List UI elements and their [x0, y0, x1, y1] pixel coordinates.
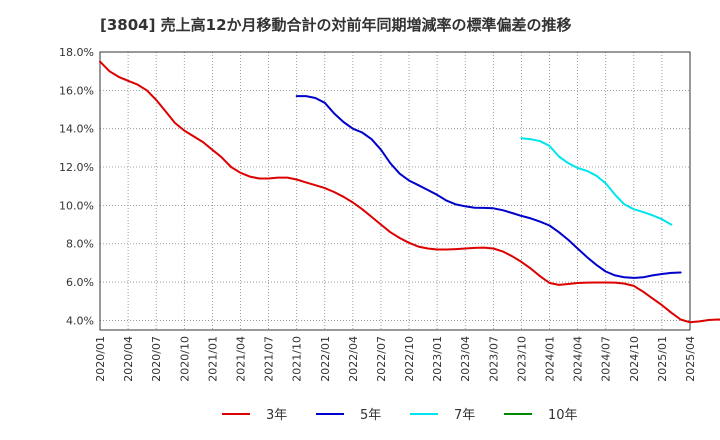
- x-tick-label: 2022/04: [347, 336, 360, 382]
- y-tick-label: 8.0%: [66, 238, 94, 251]
- y-tick-label: 14.0%: [59, 123, 94, 136]
- plot-frame: [99, 51, 691, 331]
- y-tick-label: 6.0%: [66, 276, 94, 289]
- y-tick-label: 4.0%: [66, 314, 94, 327]
- x-tick-label: 2022/10: [403, 336, 416, 382]
- x-tick-label: 2020/07: [150, 336, 163, 382]
- series-line-3: [520, 137, 673, 226]
- series-line-2: [295, 95, 682, 279]
- x-tick-label: 2024/01: [544, 336, 557, 382]
- x-tick-label: 2021/04: [234, 336, 247, 382]
- x-tick-label: 2025/01: [656, 336, 669, 382]
- x-tick-label: 2023/01: [431, 336, 444, 382]
- x-tick-label: 2020/10: [178, 336, 191, 382]
- x-tick-label: 2021/10: [291, 336, 304, 382]
- x-tick-label: 2024/04: [572, 336, 585, 382]
- x-tick-label: 2024/10: [628, 336, 641, 382]
- x-tick-label: 2025/04: [684, 336, 697, 382]
- x-tick-label: 2021/01: [206, 336, 219, 382]
- x-tick-label: 2021/07: [263, 336, 276, 382]
- x-tick-label: 2020/04: [122, 336, 135, 382]
- legend-label-4: 10年: [548, 408, 578, 423]
- x-tick-label: 2022/07: [375, 336, 388, 382]
- x-tick-label: 2020/01: [94, 336, 107, 382]
- chart-title: [3804] 売上高12か月移動合計の対前年同期増減率の標準偏差の推移: [100, 16, 572, 34]
- x-tick-label: 2022/01: [319, 336, 332, 382]
- y-tick-label: 12.0%: [59, 161, 94, 174]
- x-tick-label: 2023/04: [459, 336, 472, 382]
- legend-label-2: 5年: [360, 408, 381, 423]
- y-tick-label: 10.0%: [59, 199, 94, 212]
- series-line-1: [99, 60, 720, 324]
- y-tick-label: 16.0%: [59, 84, 94, 97]
- x-tick-label: 2023/10: [515, 336, 528, 382]
- y-tick-label: 18.0%: [59, 46, 94, 59]
- x-tick-label: 2023/07: [487, 336, 500, 382]
- legend-label-1: 3年: [266, 408, 287, 423]
- x-tick-label: 2024/07: [600, 336, 613, 382]
- legend-label-3: 7年: [454, 408, 475, 423]
